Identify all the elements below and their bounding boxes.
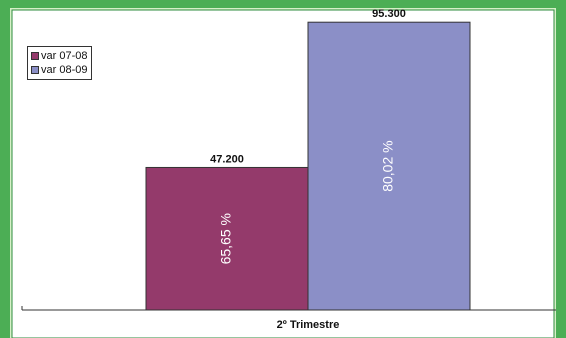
legend-swatch-var-08-09 [31, 66, 39, 74]
bar-var-08-09 [307, 21, 471, 311]
frame-left-band [0, 0, 10, 338]
frame-right-band [556, 0, 566, 338]
frame-top-band [0, 0, 566, 8]
legend-item-var-07-08: var 07-08 [31, 49, 87, 63]
percent-label-var-07-08: 65,65 % [218, 213, 234, 264]
legend-label-var-07-08: var 07-08 [41, 50, 88, 62]
legend-label-var-08-09: var 08-09 [41, 64, 88, 76]
percent-label-var-08-09: 80,02 % [380, 140, 396, 191]
value-label-var-08-09: 95.300 [372, 8, 406, 20]
legend-item-var-08-09: var 08-09 [31, 63, 87, 77]
bars-layer: 47.200 65,65 % 95.300 80,02 % [145, 8, 471, 311]
legend-swatch-var-07-08 [31, 52, 39, 60]
bar-var-07-08 [145, 166, 309, 311]
value-label-var-07-08: 47.200 [210, 153, 244, 165]
category-label: 2º Trimestre [277, 319, 340, 331]
legend: var 07-08 var 08-09 [27, 46, 93, 80]
